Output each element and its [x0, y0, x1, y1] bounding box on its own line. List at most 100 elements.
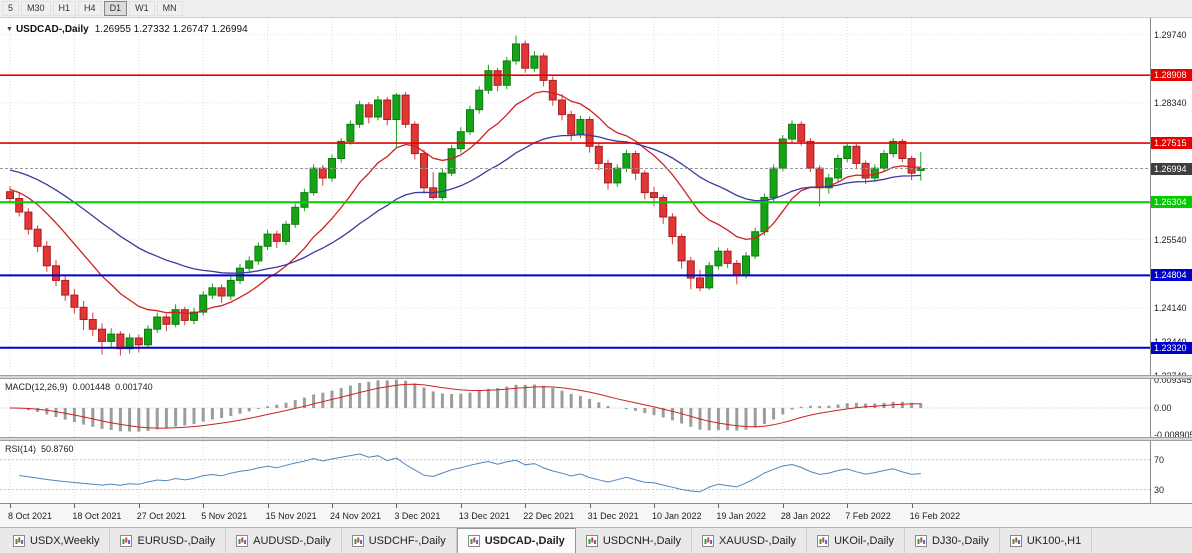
macd-signal-line [9, 383, 921, 429]
candle [217, 284, 226, 303]
time-axis-tick [589, 504, 591, 508]
candle [778, 135, 787, 172]
tab-usdx-weekly[interactable]: USDX,Weekly [3, 528, 111, 553]
date-label: 18 Oct 2021 [72, 511, 122, 521]
axis-price-label: 1.25540 [1154, 234, 1187, 245]
candle [475, 86, 484, 114]
candle [824, 174, 833, 194]
time-axis-tick [396, 504, 398, 508]
panel-splitter[interactable] [0, 375, 1192, 379]
tab-chart-icon [236, 534, 249, 547]
date-label: 28 Jan 2022 [780, 511, 831, 521]
candle [401, 92, 410, 129]
rsi-canvas[interactable] [0, 441, 1150, 503]
tab-label: EURUSD-,Daily [137, 534, 216, 547]
candle [144, 325, 152, 349]
tab-uk100-h1[interactable]: UK100-,H1 [999, 528, 1093, 553]
candle [346, 120, 355, 145]
time-axis[interactable]: 8 Oct 2021 18 Oct 2021 27 Oct 2021 5 Nov 20… [0, 503, 1192, 527]
tab-label: UKOil-,Daily [834, 534, 894, 547]
axis-price-label: 1.29740 [1154, 29, 1187, 40]
tab-audusd-daily[interactable]: AUDUSD-,Daily [226, 528, 342, 553]
candle [291, 203, 300, 228]
tab-usdcad-daily[interactable]: USDCAD-,Daily [456, 528, 576, 553]
macd-label: MACD(12,26,9) [5, 382, 68, 392]
level-price-badge: 1.24804 [1151, 269, 1192, 282]
candle [88, 312, 97, 336]
candle [567, 110, 576, 141]
macd-panel [0, 379, 1150, 437]
tab-xauusd-daily[interactable]: XAUUSD-,Daily [692, 528, 808, 553]
candle [6, 186, 14, 204]
chart-ohlc-values: 1.26955 1.27332 1.26747 1.26994 [94, 24, 248, 35]
timeframe-button-w1[interactable]: W1 [129, 1, 155, 16]
tab-chart-icon [1009, 534, 1022, 547]
panel-splitter[interactable] [0, 437, 1192, 441]
date-label: 16 Feb 2022 [909, 511, 961, 521]
candle [502, 57, 511, 90]
candle [751, 227, 760, 259]
tab-chart-icon [817, 534, 830, 547]
candle [364, 101, 373, 124]
candle [134, 334, 143, 353]
timeframe-button-mn[interactable]: MN [156, 1, 183, 16]
candle [686, 257, 695, 290]
tab-usdcnh-daily[interactable]: USDCNH-,Daily [575, 528, 693, 553]
tab-dj30-daily[interactable]: DJ30-,Daily [904, 528, 1000, 553]
candle [466, 105, 474, 136]
timeframe-button-h1[interactable]: H1 [52, 1, 77, 16]
candle [456, 127, 465, 153]
candle [153, 312, 162, 334]
candle [52, 260, 60, 287]
candle [521, 40, 530, 73]
candle [309, 164, 318, 196]
tab-chart-icon [13, 534, 25, 547]
rsi-label: RSI(14) [5, 444, 37, 454]
timeframe-button-d1[interactable]: D1 [103, 1, 128, 16]
macd-title: MACD(12,26,9) 0.001448 0.001740 [5, 382, 158, 392]
time-axis-tick [203, 504, 205, 508]
candle [337, 138, 346, 163]
timeframe-button-m30[interactable]: M30 [21, 1, 51, 16]
tab-label: DJ30-,Daily [931, 534, 989, 547]
tab-ukoil-daily[interactable]: UKOil-,Daily [807, 528, 905, 553]
time-axis-tick [460, 504, 462, 508]
candle [788, 120, 796, 143]
date-label: 19 Jan 2022 [716, 511, 766, 521]
level-price-badge: 1.23320 [1151, 341, 1192, 354]
candle [889, 138, 898, 158]
chart-symbol-label: USDCAD-,Daily [15, 24, 89, 35]
candle [723, 248, 732, 268]
candle [668, 213, 677, 245]
candle [880, 149, 888, 172]
tab-eurusd-daily[interactable]: EURUSD-,Daily [110, 528, 227, 553]
rsi-line [19, 453, 921, 493]
price-axis[interactable]: 1.297401.283401.255401.241401.234401.227… [1150, 18, 1192, 503]
axis-price-label: 30 [1154, 484, 1165, 495]
date-label: 27 Oct 2021 [136, 511, 186, 521]
candle [650, 186, 658, 207]
candle [548, 76, 557, 106]
candle [493, 67, 502, 92]
price-chart-canvas[interactable] [0, 18, 1150, 375]
candle [530, 51, 539, 72]
macd-canvas[interactable] [0, 379, 1150, 437]
candle [272, 230, 281, 249]
date-label: 8 Oct 2021 [8, 511, 53, 521]
tab-usdchf-daily[interactable]: USDCHF-,Daily [341, 528, 457, 553]
candle [677, 233, 686, 269]
date-label: 3 Dec 2021 [394, 511, 441, 521]
candle [410, 121, 419, 160]
candle [236, 263, 244, 285]
candle [125, 333, 134, 354]
candle [659, 194, 668, 224]
date-label: 15 Nov 2021 [265, 511, 317, 521]
timeframe-button-h4[interactable]: H4 [78, 1, 102, 16]
collapse-icon[interactable]: ▼ [6, 26, 13, 33]
candle [815, 165, 824, 207]
candle [732, 260, 741, 285]
timeframe-button-5[interactable]: 5 [2, 1, 20, 16]
ma-fast-line [9, 90, 921, 315]
candle [631, 150, 640, 180]
